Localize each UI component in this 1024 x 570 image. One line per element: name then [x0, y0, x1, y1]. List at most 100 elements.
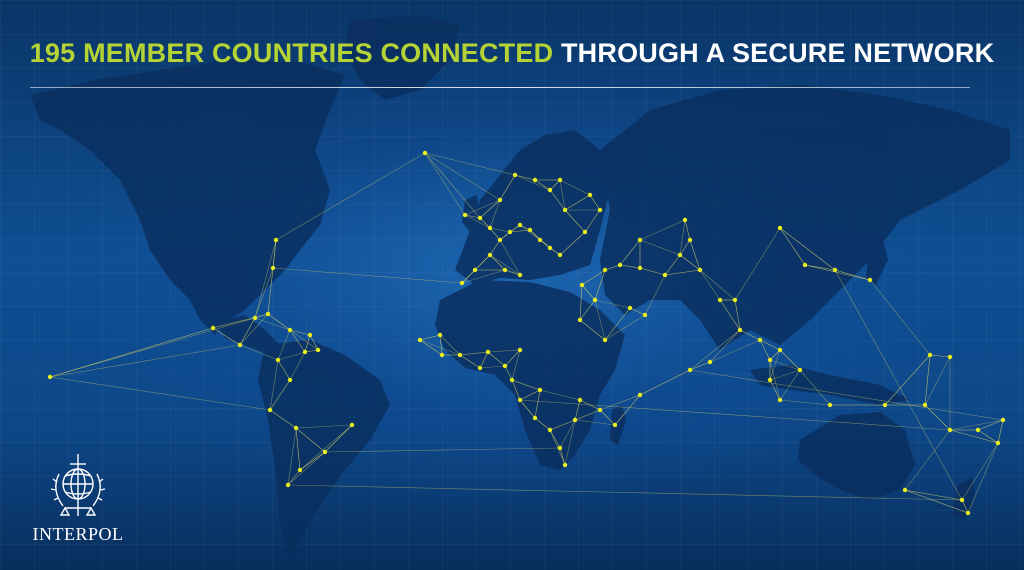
network-node — [307, 332, 313, 338]
network-node — [462, 212, 468, 218]
network-node — [349, 422, 355, 428]
network-link — [734, 299, 741, 331]
network-node — [975, 427, 981, 433]
network-link — [804, 264, 871, 281]
network-node — [577, 317, 583, 323]
network-node — [302, 349, 308, 355]
network-link — [967, 442, 999, 514]
network-link — [461, 269, 476, 284]
continent-madagascar — [610, 405, 626, 445]
interpol-logo: INTERPOL — [30, 452, 126, 545]
network-link — [579, 284, 583, 321]
network-node — [532, 177, 538, 183]
network-node — [237, 342, 243, 348]
network-node — [922, 402, 928, 408]
network-link — [549, 189, 566, 211]
network-link — [584, 209, 601, 233]
network-node — [547, 245, 553, 251]
network-link — [719, 299, 741, 331]
network-link — [639, 239, 681, 256]
network-link — [977, 429, 999, 444]
network-link — [574, 409, 601, 421]
network-link — [534, 179, 551, 191]
network-node — [472, 267, 478, 273]
network-node — [517, 347, 523, 353]
network-link — [581, 284, 596, 301]
network-node — [487, 225, 493, 231]
network-node — [579, 282, 585, 288]
network-link — [519, 399, 536, 419]
network-link — [614, 394, 641, 426]
network-node — [597, 207, 603, 213]
network-link — [904, 489, 969, 514]
network-link — [579, 299, 596, 321]
continent-south-america — [258, 340, 390, 560]
network-link — [424, 152, 466, 216]
network-link — [924, 404, 951, 431]
network-link — [487, 351, 506, 367]
network-link — [604, 264, 621, 271]
network-link — [287, 427, 297, 486]
interpol-emblem-icon — [50, 454, 106, 516]
network-link — [594, 269, 606, 301]
headline-divider — [30, 87, 970, 88]
network-link — [499, 239, 521, 276]
headline: 195 MEMBER COUNTRIES CONNECTED THROUGH A… — [0, 38, 1024, 69]
network-nodes — [47, 150, 1006, 516]
network-node — [485, 349, 491, 355]
network-node — [537, 237, 543, 243]
network-link — [519, 399, 951, 431]
network-node — [502, 267, 508, 273]
network-link — [489, 227, 511, 233]
network-link — [619, 239, 641, 266]
network-node — [47, 374, 53, 380]
network-link — [254, 267, 274, 319]
network-link — [799, 369, 831, 406]
network-link — [519, 389, 541, 401]
network-node — [959, 497, 965, 503]
network-link — [664, 254, 681, 276]
network-link — [599, 409, 616, 426]
network-node — [592, 297, 598, 303]
network-link — [629, 307, 646, 316]
network-node — [587, 192, 593, 198]
network-link — [289, 329, 306, 353]
network-link — [564, 209, 586, 233]
network-node — [517, 272, 523, 278]
network-link — [539, 389, 581, 401]
continent-europe — [455, 130, 610, 285]
network-node — [457, 352, 463, 358]
network-link — [534, 417, 551, 431]
network-node — [717, 297, 723, 303]
network-link — [289, 329, 311, 336]
network-link — [49, 376, 271, 411]
network-node — [507, 229, 513, 235]
network-node — [557, 252, 563, 258]
continent-greenland — [345, 15, 460, 100]
network-link — [277, 359, 291, 381]
network-node — [627, 305, 633, 311]
network-link — [439, 334, 443, 356]
network-link — [679, 239, 691, 256]
network-link — [479, 217, 491, 229]
network-node — [547, 187, 553, 193]
network-node — [547, 427, 553, 433]
network-link — [619, 264, 641, 269]
network-link — [769, 369, 801, 381]
network-link — [699, 269, 736, 301]
network-link — [239, 317, 256, 346]
continent-asia — [600, 85, 1010, 350]
network-link — [734, 227, 781, 301]
network-link — [834, 269, 963, 501]
network-link — [504, 365, 513, 381]
network-link — [464, 214, 491, 229]
network-link — [884, 354, 931, 406]
network-node — [1000, 417, 1006, 423]
network-node — [802, 262, 808, 268]
logo-wordmark: INTERPOL — [32, 524, 124, 544]
network-link — [699, 269, 721, 301]
network-link — [514, 174, 551, 191]
network-link — [559, 179, 591, 196]
network-link — [949, 419, 1004, 431]
network-link — [779, 349, 801, 371]
